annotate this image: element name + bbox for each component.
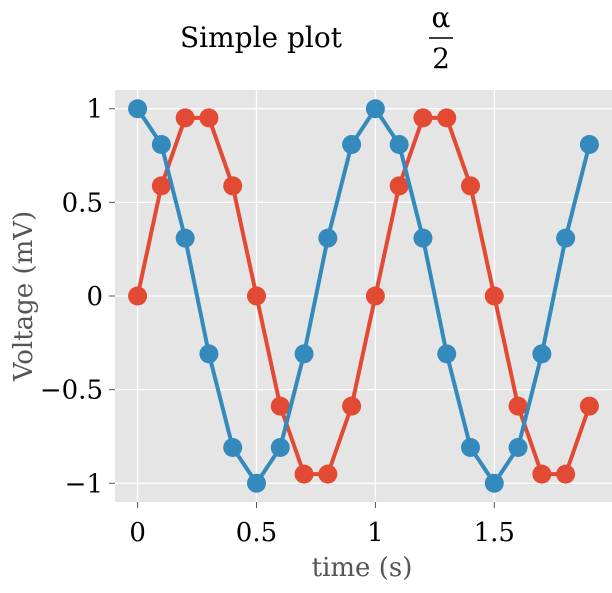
- series-2-point: [223, 438, 243, 458]
- series-1-point: [318, 464, 338, 484]
- series-1-point: [365, 286, 385, 306]
- series-1-point: [342, 396, 362, 416]
- series-group: [128, 99, 599, 493]
- series-1-point: [175, 108, 195, 128]
- series-2-point: [413, 228, 433, 248]
- series-2-point: [556, 228, 576, 248]
- y-tick-label: −1: [65, 469, 103, 499]
- series-1-point: [294, 464, 314, 484]
- y-axis-label: Voltage (mV): [9, 211, 39, 382]
- chart-title-denominator: 2: [432, 42, 450, 75]
- series-2-point: [128, 99, 148, 119]
- chart-title-numerator: α: [432, 1, 451, 34]
- series-2-point: [294, 344, 314, 364]
- series-1-point: [508, 396, 528, 416]
- x-axis-ticks: 0 0.5 1 1.5: [129, 502, 515, 548]
- series-2-point: [437, 344, 457, 364]
- series-2-point: [175, 228, 195, 248]
- x-tick-label: 1.5: [474, 518, 515, 548]
- series-2-point: [389, 134, 409, 154]
- y-tick-label: 1: [86, 95, 103, 125]
- series-1-point: [389, 176, 409, 196]
- chart-title: Simple plot: [180, 21, 343, 54]
- series-1-point: [270, 396, 290, 416]
- y-tick-label: 0: [86, 282, 103, 312]
- series-2-point: [484, 473, 504, 493]
- y-tick-label: 0.5: [62, 188, 103, 218]
- series-2-point: [318, 228, 338, 248]
- series-1-point: [128, 286, 148, 306]
- series-1-point: [437, 108, 457, 128]
- series-2-point: [246, 473, 266, 493]
- series-2-point: [199, 344, 219, 364]
- series-2-point: [532, 344, 552, 364]
- x-tick-label: 1: [367, 518, 384, 548]
- y-axis-ticks: 1 0.5 0 −0.5 −1: [40, 95, 115, 499]
- series-1-point: [579, 396, 599, 416]
- x-axis-label: time (s): [312, 553, 413, 583]
- series-1-point: [199, 108, 219, 128]
- series-1-point: [223, 176, 243, 196]
- series-2-point: [461, 438, 481, 458]
- series-1-point: [532, 464, 552, 484]
- series-1-point: [151, 176, 171, 196]
- series-2-point: [579, 134, 599, 154]
- series-2-point: [151, 134, 171, 154]
- series-1-point: [484, 286, 504, 306]
- series-2-point: [342, 134, 362, 154]
- series-2-point: [270, 438, 290, 458]
- x-tick-label: 0: [129, 518, 146, 548]
- y-tick-label: −0.5: [40, 376, 103, 406]
- series-2-point: [508, 438, 528, 458]
- series-1-line: [135, 115, 592, 477]
- series-1-point: [413, 108, 433, 128]
- series-1-point: [246, 286, 266, 306]
- series-1-point: [461, 176, 481, 196]
- series-1-point: [556, 464, 576, 484]
- x-tick-label: 0.5: [236, 518, 277, 548]
- series-2-point: [365, 99, 385, 119]
